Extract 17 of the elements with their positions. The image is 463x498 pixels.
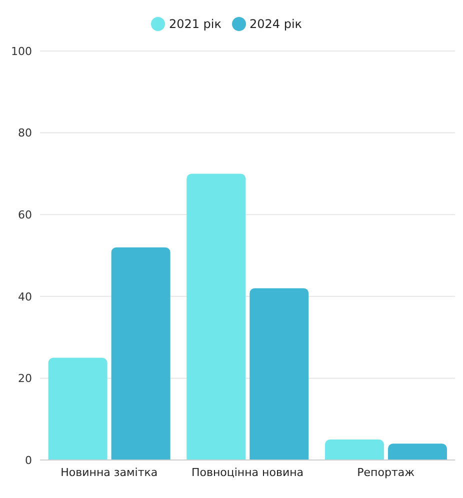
y-tick-label: 60 (18, 208, 32, 222)
bar (250, 288, 309, 460)
x-tick-label: Повноцінна новина (191, 466, 304, 479)
x-tick-label: Репортаж (357, 466, 415, 479)
y-tick-label: 0 (25, 454, 32, 467)
legend-label: 2024 рік (250, 17, 302, 31)
bar (48, 358, 108, 460)
bar (186, 174, 246, 460)
y-tick-label: 80 (18, 126, 32, 140)
bar (388, 444, 447, 460)
y-tick-label: 40 (18, 290, 32, 304)
bar (111, 247, 170, 460)
bar (324, 440, 384, 460)
x-tick-label: Новинна замітка (60, 466, 158, 479)
y-tick-label: 20 (18, 372, 32, 386)
legend-label: 2021 рік (168, 17, 222, 31)
y-tick-label: 100 (11, 44, 32, 58)
